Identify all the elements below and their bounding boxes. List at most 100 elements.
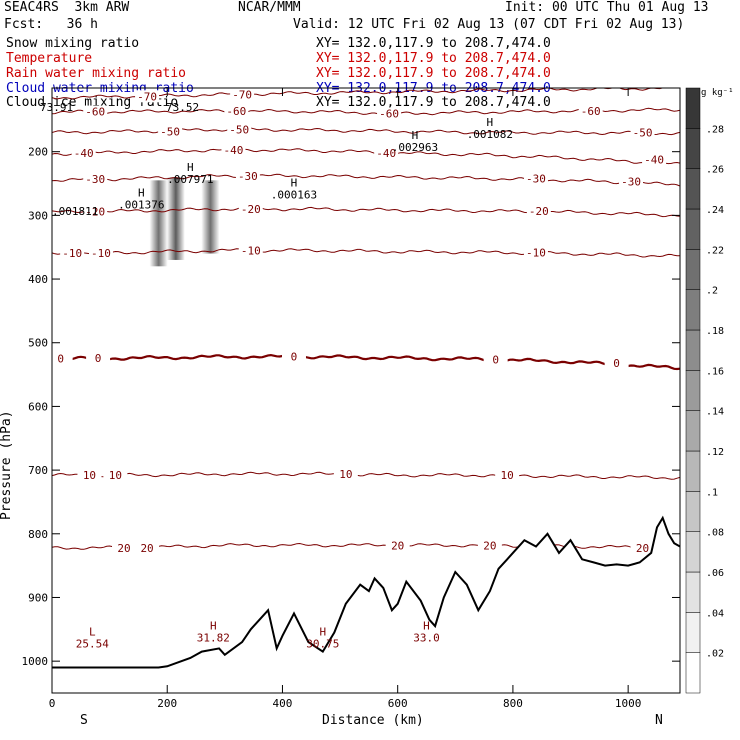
colorbar-swatch xyxy=(685,612,701,653)
y-tick-label: 1000 xyxy=(22,655,49,668)
y-tick-label: 700 xyxy=(28,464,48,477)
hl-marker-H: H xyxy=(412,129,419,142)
isotherm--30 xyxy=(52,173,680,187)
colorbar-tick-label: .18 xyxy=(706,326,724,337)
colorbar-tick-label: .16 xyxy=(706,366,724,377)
isotherm-label: -10 xyxy=(241,244,261,257)
colorbar-swatch xyxy=(685,208,701,250)
hl-marker-H: H xyxy=(138,186,145,199)
isotherm-label-bg xyxy=(83,173,108,186)
terrain-fill xyxy=(52,517,680,693)
isotherm-label-bg xyxy=(578,104,603,117)
y-tick-label: 600 xyxy=(28,400,48,413)
y-tick-label: 400 xyxy=(28,273,48,286)
x-axis-label: Distance (km) xyxy=(322,713,424,728)
colorbar-swatch xyxy=(685,249,701,290)
isotherms: -70 -70-60 -60 -60 -60-50 -50 -50-40 -40 -40 -40-… xyxy=(52,88,680,555)
isotherm-label: -20 xyxy=(529,205,549,218)
isotherm-label: -50 xyxy=(229,123,249,136)
isotherm-label-bg xyxy=(642,153,667,166)
isotherm-label: -10 xyxy=(91,247,111,260)
x-tick-label: 800 xyxy=(503,697,523,710)
y-tick-label: 800 xyxy=(28,528,48,541)
isotherm-label-bg xyxy=(619,175,644,188)
isotherm--50 xyxy=(52,127,680,136)
isotherm-label-bg xyxy=(630,541,655,554)
y-tick-label: 200 xyxy=(28,146,48,159)
forecast-hour: Fcst: 36 h xyxy=(4,17,98,32)
isotherm-label: 10 xyxy=(83,469,96,482)
x-tick-label: 0 xyxy=(49,697,56,710)
left-end-label: S xyxy=(80,713,88,728)
isotherm-label-bg xyxy=(523,246,548,259)
isotherm-label: -60 xyxy=(85,106,105,119)
isotherm-label-bg xyxy=(630,126,655,139)
colorbar-tick-label: .08 xyxy=(706,528,724,539)
hl-value: 31.82 xyxy=(197,631,230,644)
isotherm-label-bg xyxy=(135,541,160,554)
colorbar-swatch xyxy=(685,491,701,532)
terrain xyxy=(52,515,680,693)
isotherm-label-bg xyxy=(281,350,306,363)
colorbar-tick-label: .26 xyxy=(706,165,724,176)
org-name: NCAR/MMM xyxy=(238,0,301,15)
isotherm-label: -30 xyxy=(621,176,641,189)
colorbar-swatch xyxy=(685,531,701,573)
isotherm-label-bg xyxy=(60,246,85,259)
isotherm-label: -60 xyxy=(379,107,399,120)
isotherm-label: 20 xyxy=(636,542,649,555)
hl-value: 25.54 xyxy=(76,638,109,651)
colorbar-tick-label: .1 xyxy=(706,487,718,498)
extra-label: .001811 xyxy=(52,205,98,218)
isotherm-label: 0 xyxy=(95,352,102,365)
isotherm-label-bg xyxy=(235,169,260,182)
terrain-line xyxy=(52,515,680,669)
isotherm-label-bg xyxy=(477,539,502,552)
colorbar-swatch xyxy=(685,87,701,129)
colorbar-swatch xyxy=(685,652,701,694)
colorbar-tick-label: .12 xyxy=(706,447,724,458)
isotherm-label: 20 xyxy=(117,542,130,555)
isotherm-label: -10 xyxy=(62,247,82,260)
y-axis-label: Pressure (hPa) xyxy=(0,410,14,520)
isotherm-label: -70 xyxy=(232,88,252,101)
hl-value: .002963 xyxy=(392,141,438,154)
isotherm-label: 0 xyxy=(57,353,64,366)
colorbar-swatch xyxy=(685,410,701,452)
isotherm-label-bg xyxy=(377,107,402,120)
snow-column-1 xyxy=(166,177,185,260)
colorbar-swatch xyxy=(685,370,701,411)
x-tick-label: 400 xyxy=(273,697,293,710)
isotherm-label-bg xyxy=(238,203,263,215)
isotherm-0 xyxy=(52,353,680,371)
hl-value: .007971 xyxy=(167,173,213,186)
isotherm-label-bg xyxy=(103,469,128,482)
isotherm-label: -60 xyxy=(581,105,601,118)
isotherm-label: 10 xyxy=(339,468,352,481)
hl-value: .000163 xyxy=(271,189,317,202)
isotherm--20 xyxy=(52,206,680,218)
model-title: SEAC4RS 3km ARW xyxy=(4,0,130,15)
isotherm-label: 20 xyxy=(483,539,496,552)
isotherm-label: -40 xyxy=(74,147,94,160)
isotherm-label-bg xyxy=(221,143,246,156)
valid-time: Valid: 12 UTC Fri 02 Aug 13 (07 CDT Fri … xyxy=(293,17,685,32)
colorbar-swatch xyxy=(685,289,701,331)
isotherm-label-bg xyxy=(230,88,255,101)
isotherm-label-bg xyxy=(158,125,183,138)
isotherm-label-bg xyxy=(86,352,111,365)
isotherm-label-bg xyxy=(385,539,410,552)
colorbar-tick-label: .06 xyxy=(706,568,724,579)
isotherm-label: 20 xyxy=(391,539,404,552)
x-tick-label: 200 xyxy=(157,697,177,710)
hl-marker-H: H xyxy=(187,161,194,174)
hl-marker-H: H xyxy=(319,626,326,639)
colorbar-swatch xyxy=(685,168,701,210)
isotherm-label-bg xyxy=(227,123,252,136)
isotherm-label: -30 xyxy=(526,172,546,185)
isotherm-label: -40 xyxy=(644,153,664,166)
isotherm-label: 0 xyxy=(291,351,298,364)
plot-frame xyxy=(51,87,681,694)
